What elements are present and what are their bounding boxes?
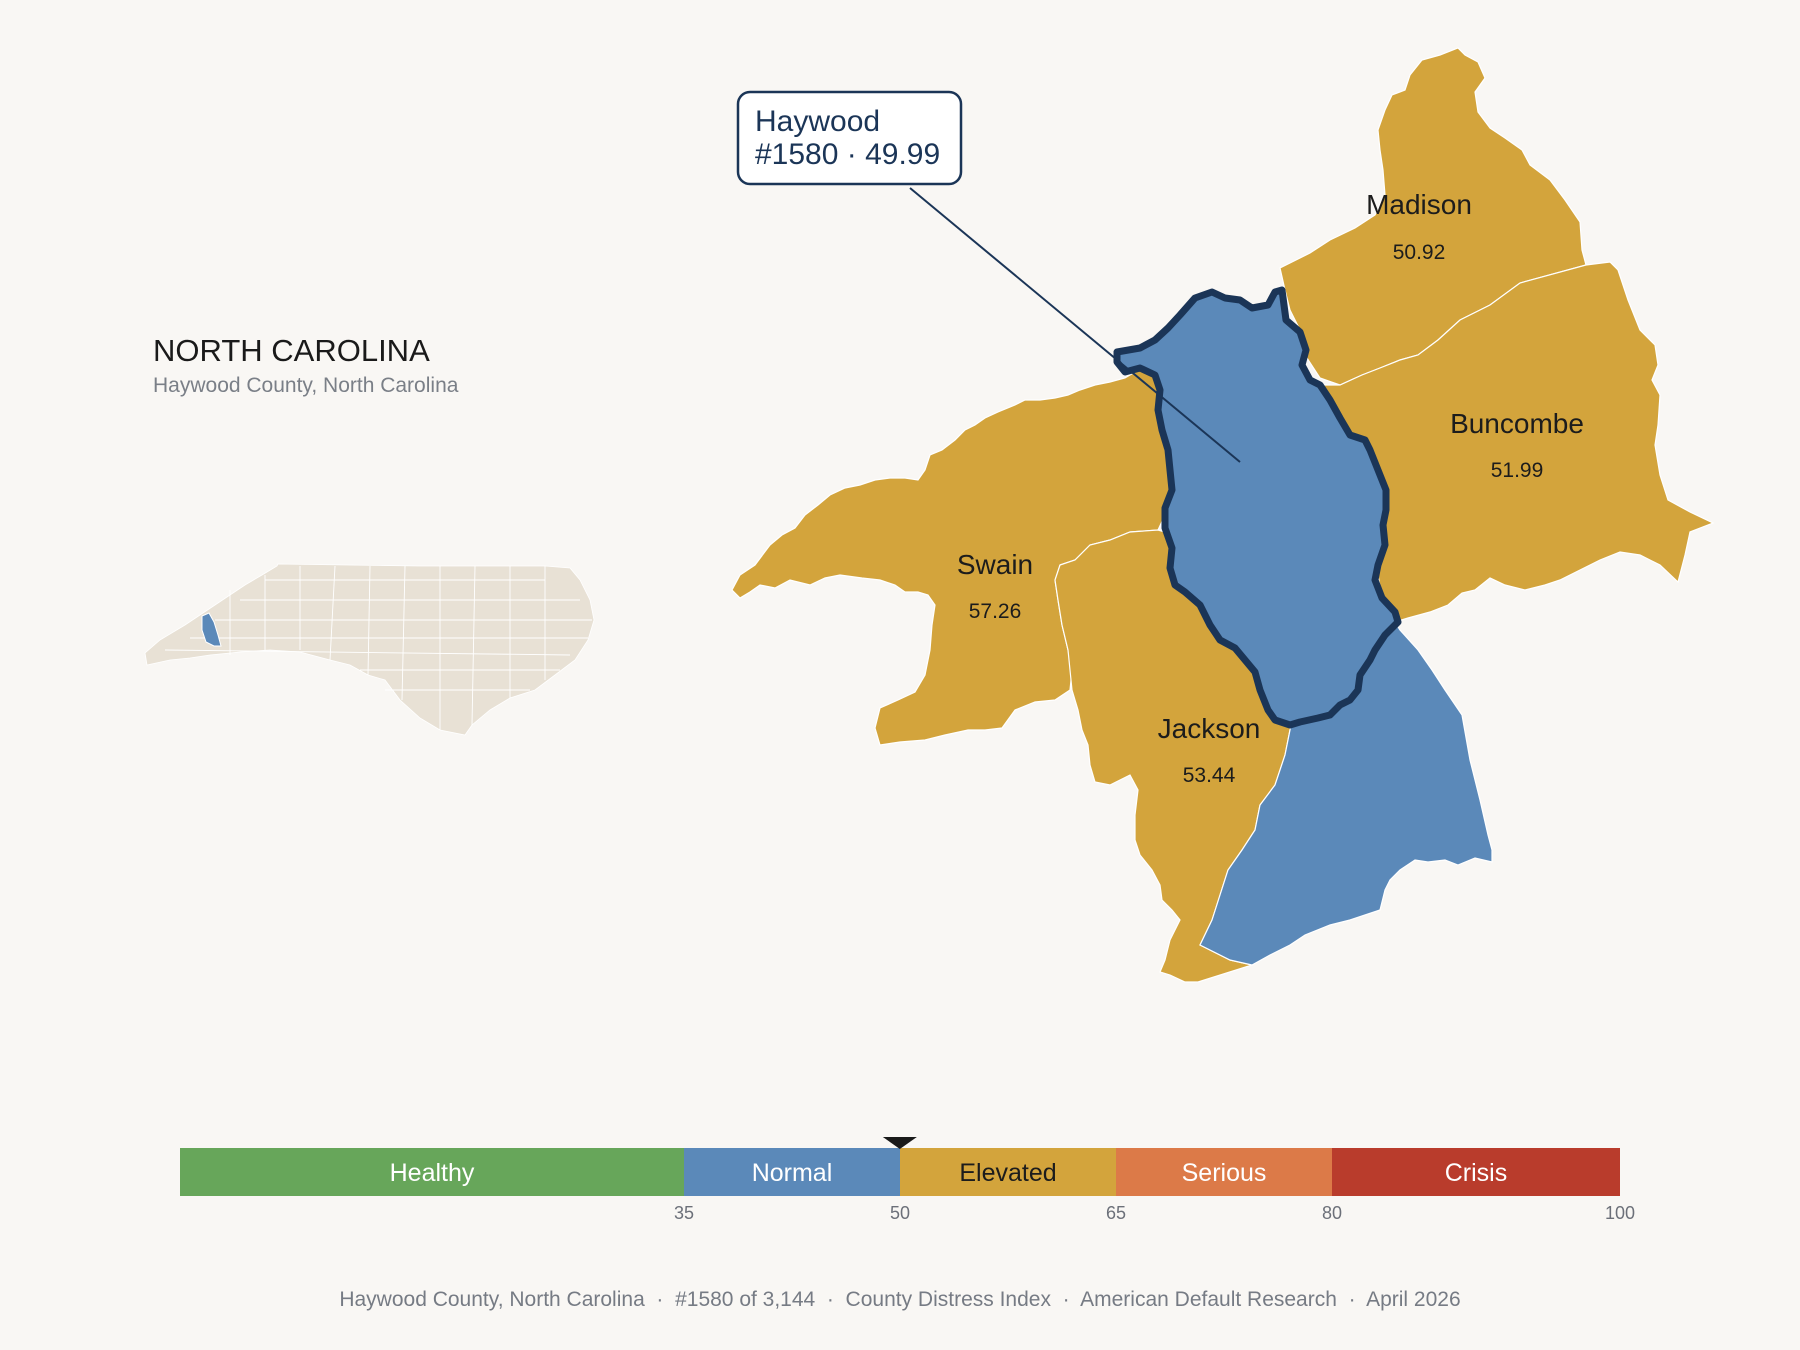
callout-box <box>736 90 963 186</box>
county-value-buncombe: 51.99 <box>1491 459 1544 482</box>
scale-band-label-serious: Serious <box>1182 1159 1267 1187</box>
callout: Haywood #1580 · 49.99 <box>736 90 1241 463</box>
scale-marker <box>882 1137 917 1149</box>
callout-rank-score: #1580 · 49.99 <box>755 138 940 171</box>
scale-tick-label: 35 <box>674 1203 694 1223</box>
scale-band-label-healthy: Healthy <box>390 1159 475 1187</box>
state-inset-map <box>144 563 595 736</box>
state-title: NORTH CAROLINA <box>153 333 430 368</box>
callout-leader-line <box>909 187 1241 463</box>
scale-band-label-crisis: Crisis <box>1445 1159 1508 1187</box>
scale-tick-label: 65 <box>1106 1203 1126 1223</box>
scale-band-serious <box>1116 1148 1332 1196</box>
state-inset-county-lines <box>164 565 592 730</box>
county-labels: Madison 50.92 Buncombe 51.99 Swain 57.26… <box>957 189 1584 787</box>
footer-credits: Haywood County, North Carolina · #1580 o… <box>339 1288 1460 1311</box>
county-label-buncombe: Buncombe <box>1450 408 1584 439</box>
scale-tick-label: 100 <box>1605 1203 1635 1223</box>
scale-band-label-normal: Normal <box>752 1159 833 1187</box>
county-label-swain: Swain <box>957 549 1033 580</box>
state-inset-haywood-highlight <box>201 612 222 647</box>
county-value-jackson: 53.44 <box>1183 764 1236 787</box>
state-subtitle: Haywood County, North Carolina <box>153 374 459 397</box>
county-buncombe[interactable] <box>1318 261 1715 623</box>
county-value-swain: 57.26 <box>969 600 1022 623</box>
scale-band-normal <box>684 1148 900 1196</box>
distress-scale: Healthy Normal Elevated Serious Crisis 35 50 6… <box>180 1137 1635 1223</box>
scale-band-crisis <box>1332 1148 1620 1196</box>
scale-band-elevated <box>900 1148 1116 1196</box>
scale-tick-label: 80 <box>1322 1203 1342 1223</box>
county-label-madison: Madison <box>1366 189 1472 220</box>
county-haywood[interactable] <box>1113 286 1402 729</box>
scale-band-label-elevated: Elevated <box>959 1159 1056 1187</box>
county-value-madison: 50.92 <box>1393 241 1446 264</box>
scale-band-healthy <box>180 1148 684 1196</box>
county-map <box>731 47 1715 983</box>
callout-county-name: Haywood <box>755 105 880 138</box>
scale-tick-label: 50 <box>890 1203 910 1223</box>
county-label-jackson: Jackson <box>1158 713 1261 744</box>
county-transylvania[interactable] <box>1199 607 1493 966</box>
